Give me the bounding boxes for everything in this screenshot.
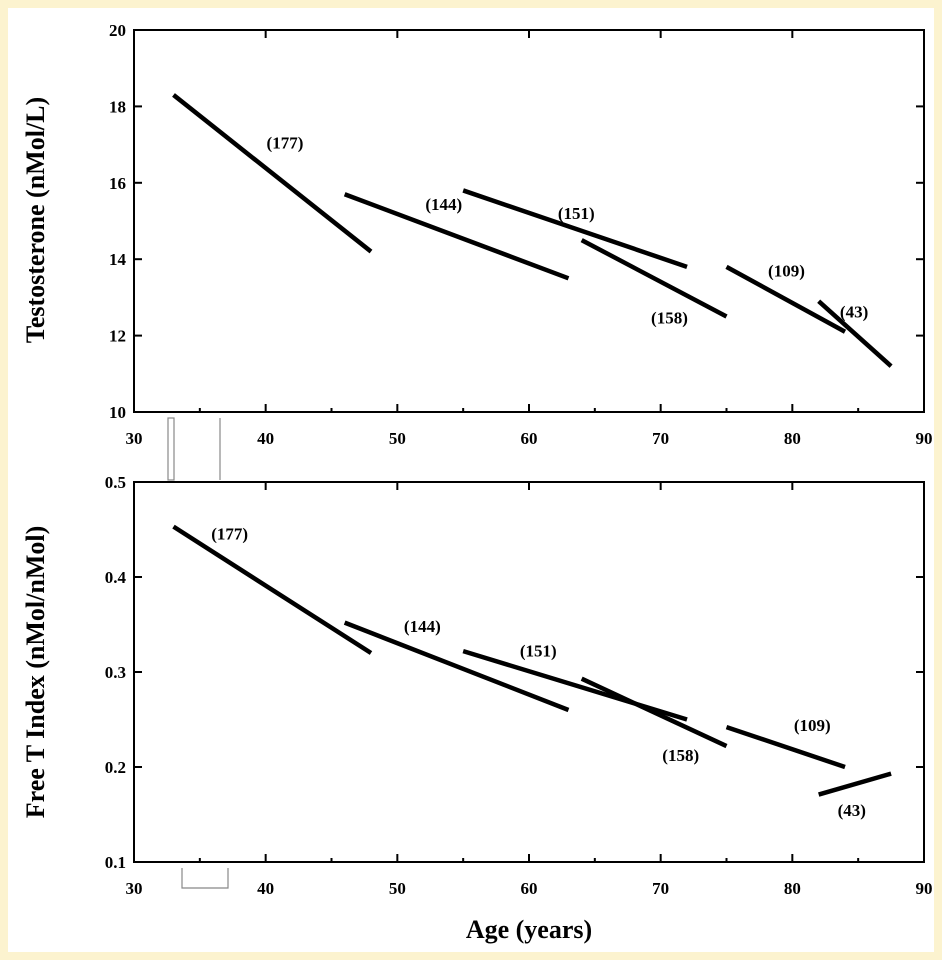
y-tick-label: 12: [109, 327, 126, 346]
series-line: [172, 524, 373, 655]
series-label: (177): [267, 133, 304, 152]
x-tick-label: 90: [916, 879, 933, 898]
series-line: [580, 238, 728, 319]
series-label: (158): [651, 309, 688, 328]
chart-canvas: 30 40 50 60 70 80 90 10 12 14 16 18 20 Testosterone (…: [21, 21, 933, 944]
series-line: [462, 188, 688, 269]
x-tick-label: 60: [521, 429, 538, 448]
y-tick-label: 0.3: [105, 663, 126, 682]
series-line: [818, 771, 892, 797]
series-label: (109): [768, 261, 805, 280]
y-tick-label: 10: [109, 403, 126, 422]
series-line: [343, 192, 570, 281]
figure-frame: 30 40 50 60 70 80 90 10 12 14 16 18 20 Testosterone (…: [8, 8, 934, 952]
series-line: [725, 724, 846, 770]
series-line: [580, 676, 728, 749]
series-line: [343, 620, 570, 713]
series-line: [462, 648, 688, 722]
y-tick-label: 16: [109, 174, 126, 193]
series-label: (144): [425, 195, 462, 214]
series-line: [725, 264, 847, 334]
x-tick-label: 80: [784, 879, 801, 898]
series-line: [172, 93, 373, 254]
x-tick-label: 50: [389, 429, 406, 448]
series-label: (177): [211, 524, 248, 543]
y-tick-label: 20: [109, 21, 126, 40]
x-axis-title: Age (years): [466, 915, 592, 944]
x-tick-label: 40: [257, 879, 274, 898]
plot-area-1: [133, 29, 925, 413]
series-label: (151): [558, 204, 595, 223]
scan-artifact: [167, 417, 175, 481]
x-tick-label: 30: [126, 429, 143, 448]
y-tick-label: 0.4: [105, 568, 127, 587]
series-label: (144): [404, 617, 441, 636]
y-axis-title: Free T Index (nMol/nMol): [21, 526, 50, 819]
scan-artifact: [181, 868, 229, 889]
y-tick-label: 14: [109, 250, 127, 269]
x-tick-label: 50: [389, 879, 406, 898]
series-label: (151): [520, 641, 557, 660]
y-tick-label: 0.1: [105, 853, 126, 872]
x-tick-label: 70: [652, 879, 669, 898]
x-tick-label: 90: [916, 429, 933, 448]
series-label: (43): [838, 801, 866, 820]
x-tick-label: 80: [784, 429, 801, 448]
y-tick-label: 0.5: [105, 473, 126, 492]
x-tick-label: 30: [126, 879, 143, 898]
x-tick-label: 60: [521, 879, 538, 898]
y-tick-label: 0.2: [105, 758, 126, 777]
series-label: (109): [794, 716, 831, 735]
series-label: (158): [662, 746, 699, 765]
series-line: [817, 299, 893, 368]
y-axis-title: Testosterone (nMol/L): [21, 97, 50, 343]
x-tick-label: 40: [257, 429, 274, 448]
x-tick-label: 70: [652, 429, 669, 448]
series-label: (43): [840, 303, 868, 322]
y-tick-label: 18: [109, 97, 126, 116]
